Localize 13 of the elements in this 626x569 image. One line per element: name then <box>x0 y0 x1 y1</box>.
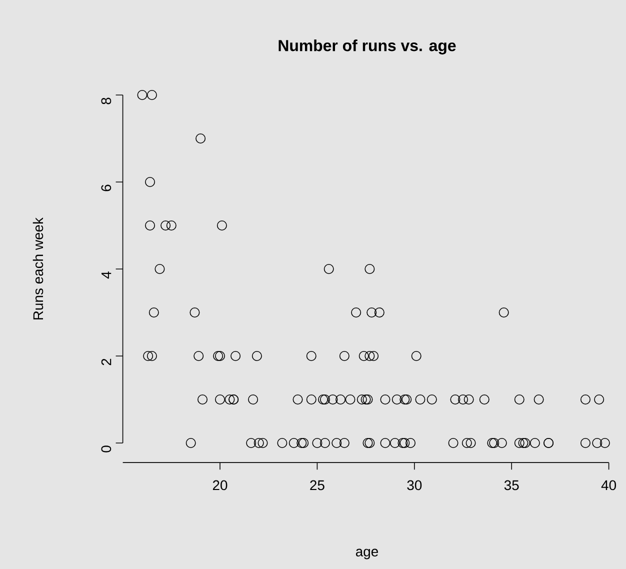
x-tick-label: 25 <box>310 480 324 490</box>
chart-title: Number of runs vs. age <box>278 40 456 54</box>
x-tick-label: 35 <box>504 480 519 490</box>
y-tick-label: 2 <box>101 358 112 366</box>
x-tick-label: 40 <box>601 480 616 490</box>
x-tick-label: 30 <box>407 480 422 490</box>
y-tick-label: 6 <box>101 184 112 192</box>
x-tick-label: 20 <box>212 480 228 490</box>
y-axis-title: Runs each week <box>32 217 44 320</box>
x-axis-title: age <box>356 548 378 560</box>
y-tick-label: 8 <box>101 98 112 104</box>
y-tick-label: 4 <box>102 272 112 279</box>
y-tick-label: 0 <box>101 446 112 452</box>
